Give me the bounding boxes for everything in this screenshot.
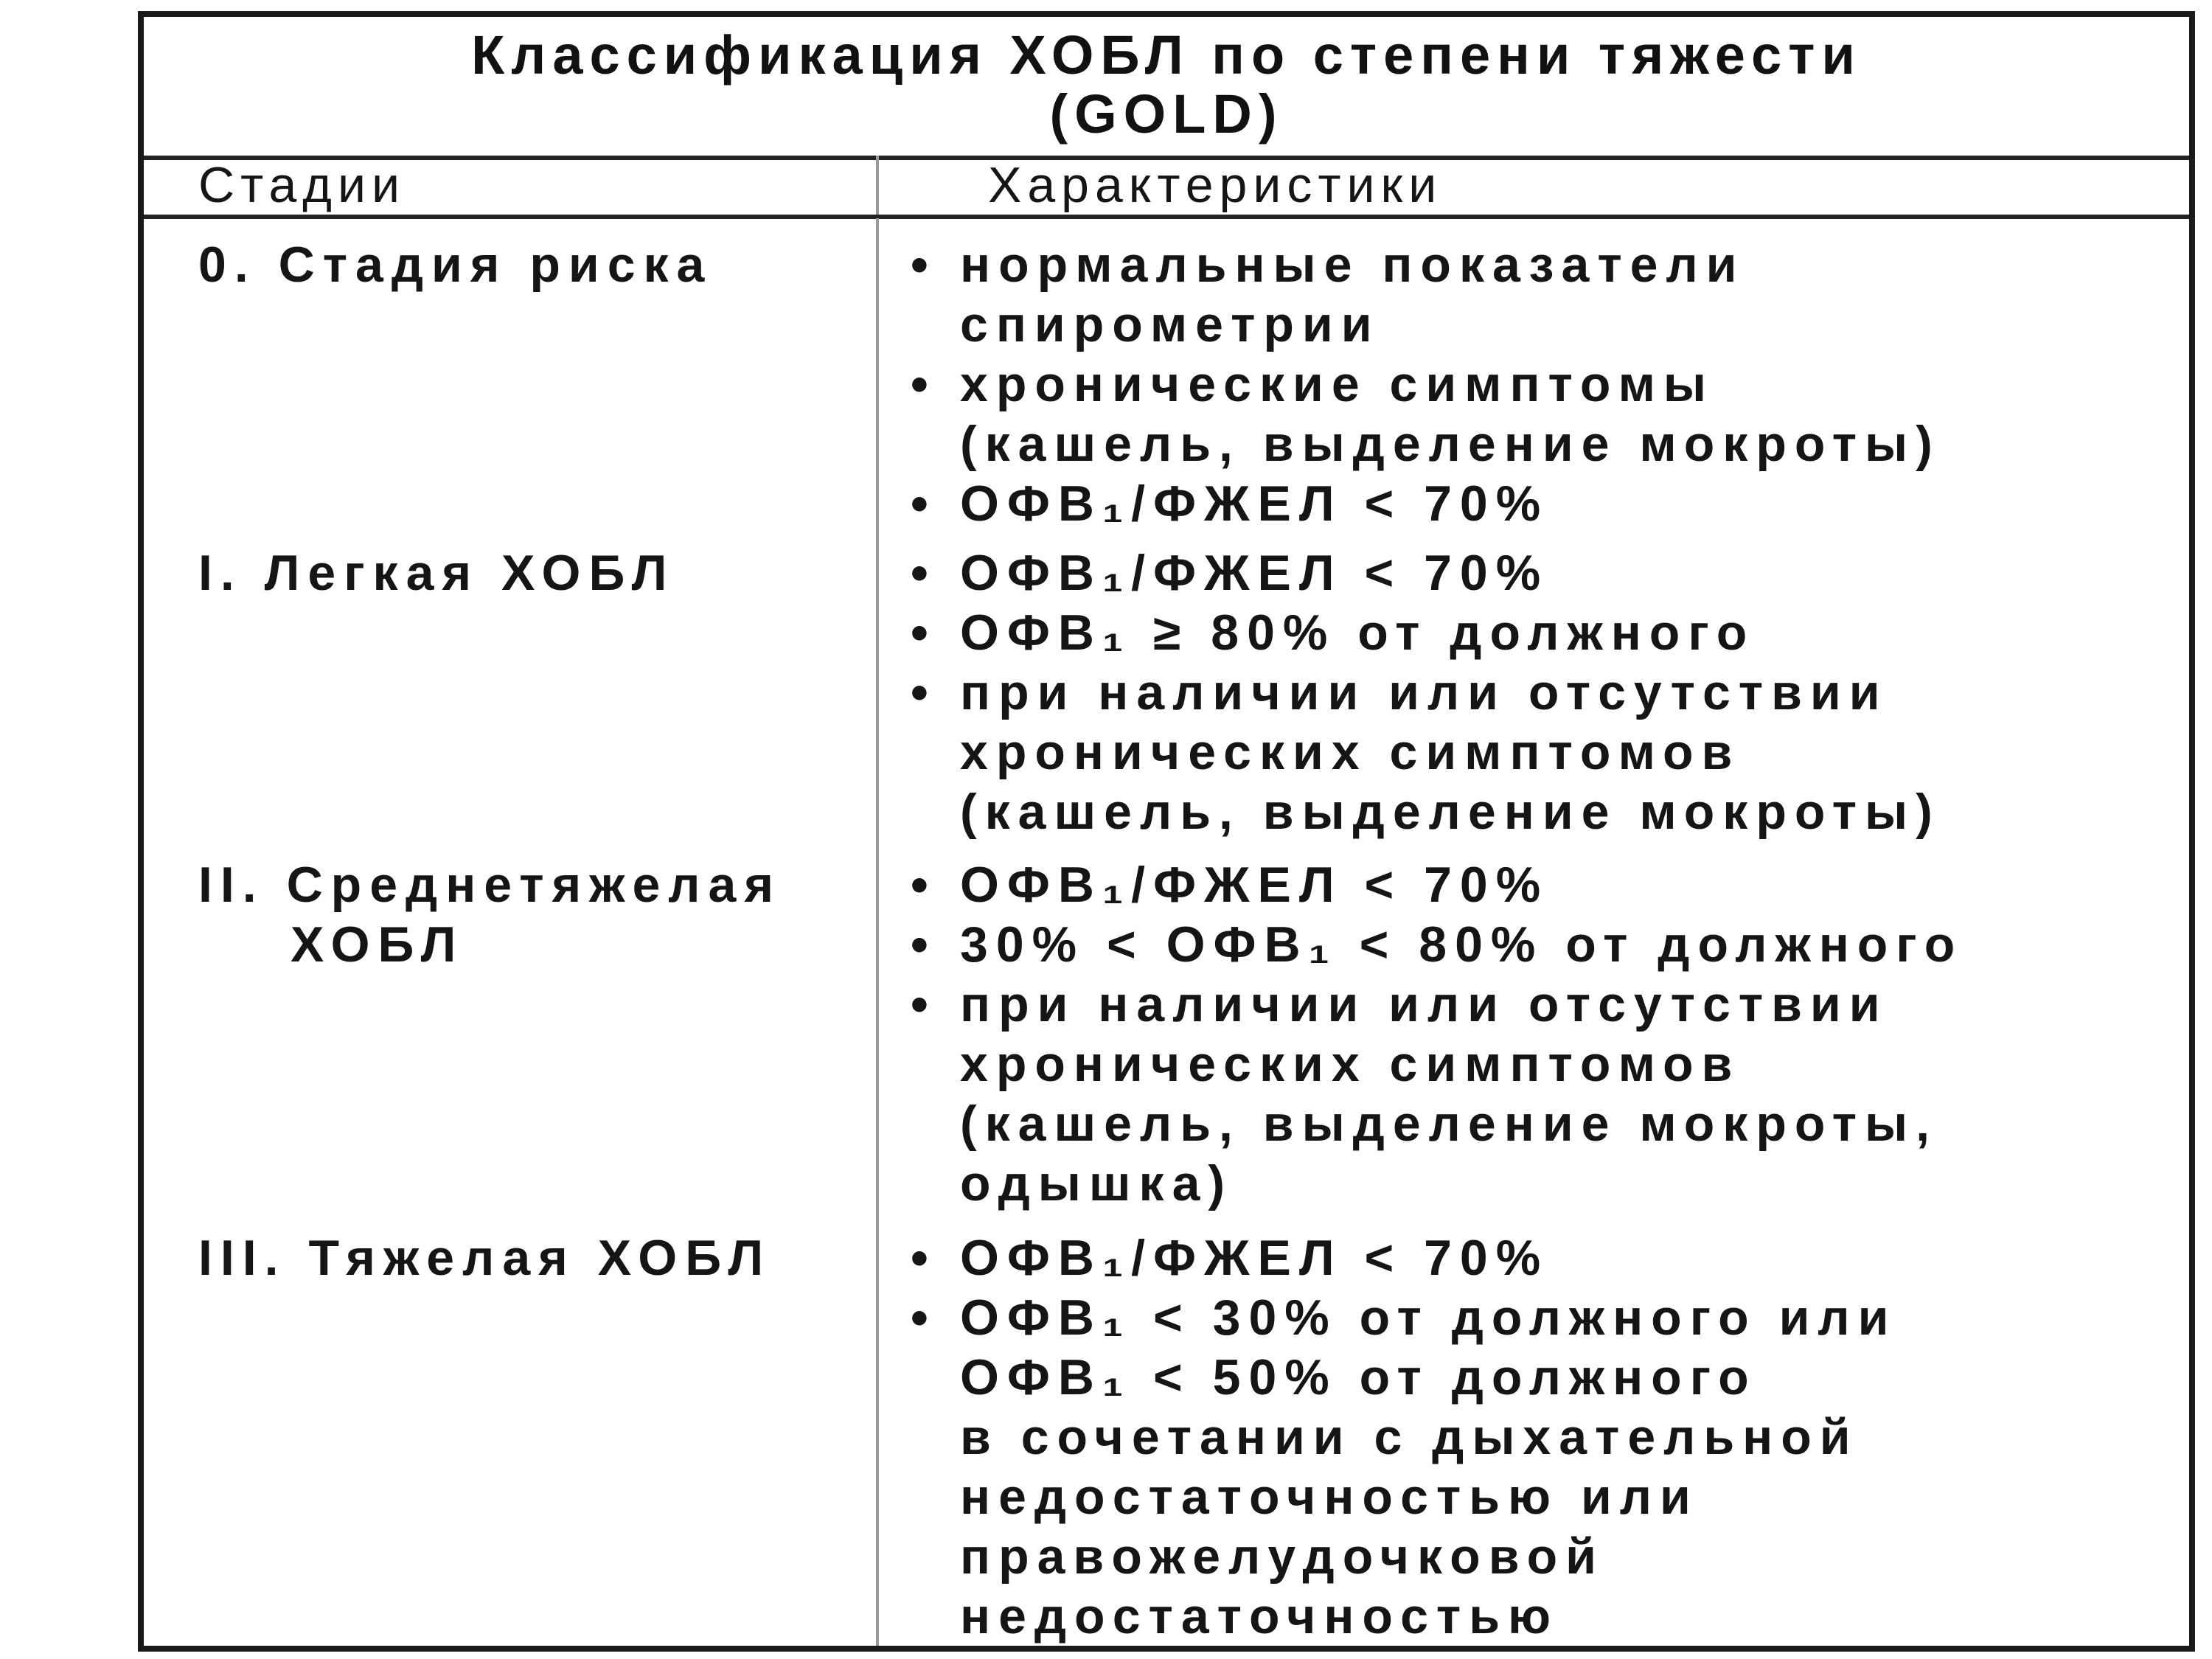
stage-name-line: ХОБЛ bbox=[291, 917, 465, 973]
characteristic-line: ОФВ₁ < 30% от должного или bbox=[960, 1290, 1897, 1346]
characteristic-line: при наличии или отсутствии bbox=[960, 664, 1888, 720]
characteristic-line: ОФВ₁ ≥ 80% от должного bbox=[960, 605, 1756, 661]
characteristic-item: • при наличии или отсутствии хронических с… bbox=[911, 663, 1941, 842]
header-stages: Стадии bbox=[198, 157, 406, 213]
table-title-line1: Классификация ХОБЛ по степени тяжести bbox=[471, 24, 1862, 86]
characteristic-item: • при наличии или отсутствии хронических с… bbox=[911, 975, 1963, 1214]
stage-name-line: III. Тяжелая ХОБЛ bbox=[198, 1230, 772, 1286]
bullet-icon: • bbox=[911, 476, 936, 532]
stage-name: II. Среднетяжелая ХОБЛ bbox=[198, 855, 782, 975]
characteristic-item: • 30% < ОФВ₁ < 80% от должного bbox=[911, 915, 1963, 975]
table-title-line2: (GOLD) bbox=[1049, 83, 1284, 145]
stage-name-line: II. Среднетяжелая bbox=[198, 857, 782, 913]
characteristic-line: при наличии или отсутствии bbox=[960, 976, 1888, 1032]
characteristic-item: • ОФВ₁/ФЖЕЛ < 70% bbox=[911, 543, 1941, 603]
title-divider bbox=[144, 156, 2189, 160]
characteristic-line: ОФВ₁/ФЖЕЛ < 70% bbox=[960, 1230, 1549, 1286]
characteristic-item: • ОФВ₁/ФЖЕЛ < 70% bbox=[911, 474, 1941, 534]
characteristic-item: • ОФВ₁ < 30% от должного или ОФВ₁ < 50% от… bbox=[911, 1288, 1896, 1646]
characteristics-list: • нормальные показатели спирометрии • хронич… bbox=[911, 235, 1941, 534]
bullet-icon: • bbox=[911, 545, 936, 601]
bullet-icon: • bbox=[911, 237, 936, 293]
characteristic-line: 30% < ОФВ₁ < 80% от должного bbox=[960, 917, 1964, 973]
stage-name-line: I. Легкая ХОБЛ bbox=[198, 545, 675, 601]
characteristic-line: хронических симптомов bbox=[960, 724, 1741, 780]
characteristics-list: • ОФВ₁/ФЖЕЛ < 70% • ОФВ₁ < 30% от должного … bbox=[911, 1228, 1896, 1646]
bullet-icon: • bbox=[911, 1290, 936, 1346]
characteristic-line: в сочетании с дыхательной bbox=[960, 1409, 1859, 1465]
characteristic-item: • нормальные показатели спирометрии bbox=[911, 235, 1941, 355]
characteristic-line: ОФВ₁/ФЖЕЛ < 70% bbox=[960, 545, 1549, 601]
characteristic-line: ОФВ₁ < 50% от должного bbox=[960, 1349, 1757, 1405]
header-divider bbox=[144, 215, 2189, 219]
characteristic-line: одышка) bbox=[960, 1155, 1234, 1211]
column-divider bbox=[876, 218, 879, 1646]
bullet-icon: • bbox=[911, 664, 936, 720]
characteristic-item: • ОФВ₁ ≥ 80% от должного bbox=[911, 603, 1941, 663]
characteristic-line: правожелудочковой bbox=[960, 1528, 1604, 1585]
characteristic-line: (кашель, выделение мокроты, bbox=[960, 1096, 1938, 1152]
characteristic-line: хронических симптомов bbox=[960, 1036, 1741, 1092]
characteristics-list: • ОФВ₁/ФЖЕЛ < 70% • ОФВ₁ ≥ 80% от должного •… bbox=[911, 543, 1941, 842]
characteristic-line: недостаточностью bbox=[960, 1588, 1559, 1644]
characteristic-item: • хронические симптомы (кашель, выделение … bbox=[911, 355, 1941, 474]
header-column-divider bbox=[876, 156, 879, 215]
characteristic-line: ОФВ₁/ФЖЕЛ < 70% bbox=[960, 857, 1549, 913]
characteristics-list: • ОФВ₁/ФЖЕЛ < 70% • 30% < ОФВ₁ < 80% от дол… bbox=[911, 855, 1963, 1214]
characteristic-line: (кашель, выделение мокроты) bbox=[960, 416, 1941, 472]
characteristic-line: спирометрии bbox=[960, 296, 1380, 352]
stage-name: I. Легкая ХОБЛ bbox=[198, 543, 675, 603]
bullet-icon: • bbox=[911, 857, 936, 913]
header-characteristics: Характеристики bbox=[988, 157, 1443, 213]
stage-name-line: 0. Стадия риска bbox=[198, 237, 713, 293]
characteristic-line: хронические симптомы bbox=[960, 356, 1714, 412]
characteristic-line: ОФВ₁/ФЖЕЛ < 70% bbox=[960, 476, 1549, 532]
bullet-icon: • bbox=[911, 976, 936, 1032]
characteristic-line: недостаточностью или bbox=[960, 1469, 1699, 1525]
stage-name: 0. Стадия риска bbox=[198, 235, 712, 295]
bullet-icon: • bbox=[911, 605, 936, 661]
characteristic-item: • ОФВ₁/ФЖЕЛ < 70% bbox=[911, 1228, 1896, 1288]
characteristic-item: • ОФВ₁/ФЖЕЛ < 70% bbox=[911, 855, 1963, 915]
gold-classification-table: Классификация ХОБЛ по степени тяжести (G… bbox=[138, 11, 2195, 1652]
bullet-icon: • bbox=[911, 1230, 936, 1286]
stage-name: III. Тяжелая ХОБЛ bbox=[198, 1228, 771, 1288]
bullet-icon: • bbox=[911, 917, 936, 973]
bullet-icon: • bbox=[911, 356, 936, 412]
characteristic-line: (кашель, выделение мокроты) bbox=[960, 784, 1941, 840]
characteristic-line: нормальные показатели bbox=[960, 237, 1745, 293]
